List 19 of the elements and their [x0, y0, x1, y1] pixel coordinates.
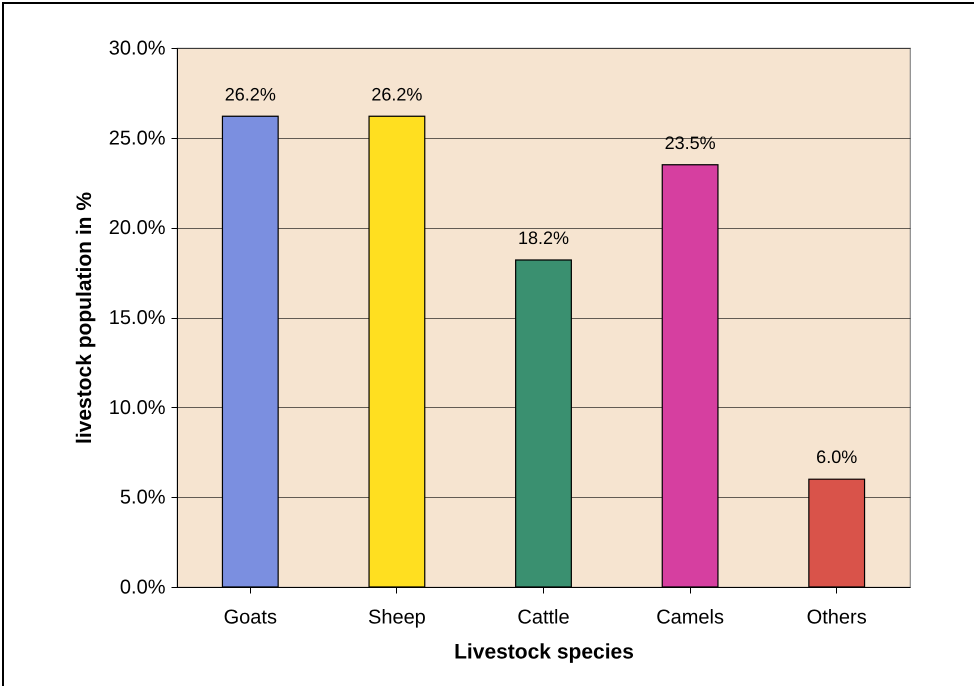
- y-tick-label: 25.0%: [108, 127, 166, 150]
- y-tick-label: 30.0%: [108, 38, 166, 60]
- data-label: 18.2%: [518, 228, 570, 248]
- data-label: 26.2%: [224, 84, 276, 104]
- y-axis-title: livestock population in %: [72, 192, 96, 444]
- data-label: 23.5%: [664, 132, 716, 153]
- x-tick-label: Goats: [224, 606, 277, 628]
- data-label: 6.0%: [816, 447, 858, 468]
- y-tick-label: 5.0%: [120, 486, 166, 509]
- data-label: 26.2%: [371, 84, 422, 104]
- x-tick-label: Camels: [656, 606, 724, 628]
- x-tick-label: Cattle: [517, 606, 570, 628]
- x-axis-title: Livestock species: [454, 640, 634, 664]
- y-tick-label: 0.0%: [120, 576, 166, 598]
- y-tick-label: 20.0%: [108, 217, 166, 240]
- y-tick-label: 10.0%: [108, 396, 166, 419]
- x-tick-label: Others: [806, 606, 867, 628]
- x-tick-label: Sheep: [368, 606, 426, 628]
- y-tick-label: 15.0%: [108, 307, 166, 329]
